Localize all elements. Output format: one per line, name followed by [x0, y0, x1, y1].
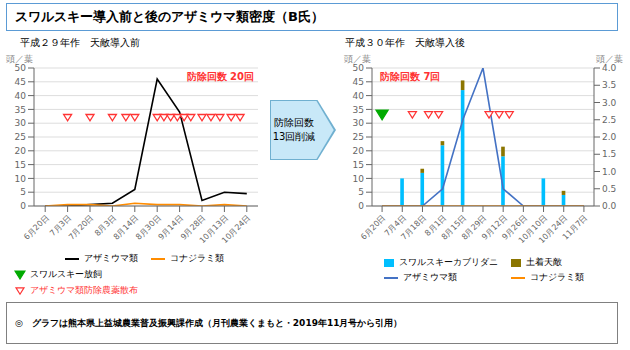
- svg-text:1.0: 1.0: [602, 167, 617, 177]
- svg-text:頭／葉: 頭／葉: [8, 54, 33, 64]
- html-text:平成３０年作 天敵導入後: 平成３０年作 天敵導入後: [345, 37, 465, 48]
- svg-text:40: 40: [15, 91, 27, 101]
- svg-text:0.5: 0.5: [602, 184, 616, 194]
- svg-text:7月20日: 7月20日: [67, 213, 95, 241]
- svg-text:6月20日: 6月20日: [359, 213, 387, 241]
- html-text:アザミウマ類防除農薬散布: アザミウマ類防除農薬散布: [30, 285, 138, 295]
- svg-text:9月26日: 9月26日: [500, 213, 529, 242]
- svg-text:7月18日: 7月18日: [399, 213, 427, 241]
- svg-text:2.5: 2.5: [602, 115, 616, 125]
- html-text:スワルスキー導入前と後のアザミウマ類密度（B氏）: スワルスキー導入前と後のアザミウマ類密度（B氏）: [15, 9, 324, 24]
- svg-text:50: 50: [15, 63, 27, 73]
- svg-text:7月3日: 7月3日: [48, 213, 73, 238]
- svg-text:15: 15: [353, 160, 364, 170]
- svg-text:15: 15: [15, 160, 26, 170]
- svg-text:10月24日: 10月24日: [220, 213, 252, 245]
- svg-text:45: 45: [15, 77, 26, 87]
- svg-text:40: 40: [353, 91, 365, 101]
- html-text:スワルスキー放飼: スワルスキー放飼: [30, 269, 102, 279]
- html-text:スワルスキーカブリダニ: スワルスキーカブリダニ: [398, 257, 498, 267]
- svg-text:10月13日: 10月13日: [197, 213, 230, 246]
- svg-text:8月1日: 8月1日: [423, 213, 449, 238]
- svg-text:3.0: 3.0: [602, 98, 617, 108]
- svg-text:0.0: 0.0: [602, 201, 617, 211]
- svg-text:10: 10: [353, 174, 365, 184]
- svg-text:8月30日: 8月30日: [134, 213, 163, 242]
- svg-text:45: 45: [353, 77, 364, 87]
- html-text:アザミウマ類: アザミウマ類: [84, 253, 138, 263]
- html-text:コナジラミ類: コナジラミ類: [170, 253, 224, 263]
- svg-text:0: 0: [358, 201, 364, 211]
- html-text:防除回数 7回: 防除回数 7回: [380, 71, 441, 82]
- svg-text:6月20日: 6月20日: [22, 213, 50, 241]
- html-text:コナジラミ類: コナジラミ類: [529, 272, 584, 282]
- svg-text:2.0: 2.0: [602, 132, 617, 142]
- svg-text:9月14日: 9月14日: [156, 213, 185, 242]
- html-text:平成２９年作 天敵導入前: 平成２９年作 天敵導入前: [20, 37, 140, 48]
- svg-text:11月7日: 11月7日: [561, 213, 589, 241]
- svg-text:25: 25: [353, 132, 364, 142]
- svg-text:8月14日: 8月14日: [111, 213, 141, 242]
- html-text:アザミウマ類: アザミウマ類: [402, 272, 457, 282]
- svg-text:頭／葉: 頭／葉: [344, 54, 371, 64]
- svg-text:10月24日: 10月24日: [537, 213, 569, 245]
- svg-text:50: 50: [353, 63, 365, 73]
- svg-text:10月10日: 10月10日: [516, 213, 549, 246]
- svg-text:30: 30: [15, 118, 27, 128]
- svg-text:5: 5: [358, 187, 364, 197]
- svg-text:4.0: 4.0: [602, 63, 617, 73]
- svg-text:5: 5: [20, 187, 26, 197]
- svg-text:35: 35: [15, 105, 26, 115]
- html-text:防除回数 20回: 防除回数 20回: [186, 71, 254, 82]
- svg-text:35: 35: [353, 105, 364, 115]
- svg-text:9月28日: 9月28日: [178, 213, 208, 242]
- svg-text:9月12日: 9月12日: [480, 213, 509, 242]
- svg-text:20: 20: [353, 146, 365, 156]
- svg-text:3.5: 3.5: [602, 80, 616, 90]
- svg-text:20: 20: [15, 146, 27, 156]
- svg-text:0: 0: [20, 201, 26, 211]
- svg-text:10: 10: [15, 174, 27, 184]
- svg-text:8月15日: 8月15日: [439, 213, 469, 242]
- svg-text:1.5: 1.5: [602, 149, 616, 159]
- html-text:防除回数 13回削減: 防除回数 13回削減: [272, 117, 316, 142]
- svg-text:30: 30: [353, 118, 365, 128]
- html-text:◎ グラフは熊本県上益城農業普及振興課作成（月刊農業くまもと: ◎ グラフは熊本県上益城農業普及振興課作成（月刊農業くまもと・2019年11月号…: [15, 317, 403, 328]
- svg-text:7月4日: 7月4日: [382, 213, 408, 238]
- svg-text:8月3日: 8月3日: [92, 213, 118, 238]
- svg-text:25: 25: [15, 132, 26, 142]
- svg-text:頭／葉: 頭／葉: [596, 54, 623, 64]
- svg-text:8月29日: 8月29日: [459, 213, 489, 242]
- html-text:土着天敵: 土着天敵: [525, 257, 562, 267]
